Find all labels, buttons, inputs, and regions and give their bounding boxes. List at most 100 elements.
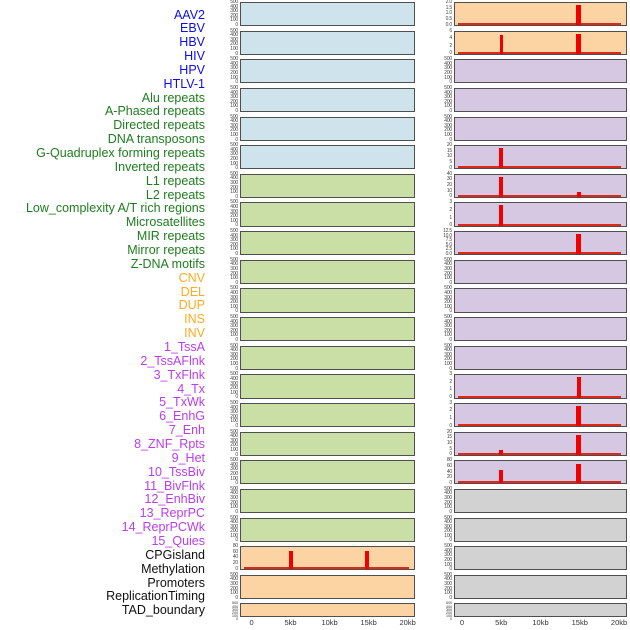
y-axis-ticks: 500 400 300 200 100 0 (435, 315, 452, 343)
track-panel (454, 259, 627, 284)
y-axis-tick-label: 0 (235, 107, 238, 114)
track-panel (454, 374, 627, 399)
y-axis-ticks: 500 400 300 200 100 0 (435, 57, 452, 85)
y-axis-tick-label: 300 (230, 523, 238, 530)
y-axis-tick-label: 200 (230, 442, 238, 449)
signal-spike (288, 550, 293, 570)
track-panel (454, 345, 627, 370)
y-axis-ticks: 500 400 300 200 100 0 (221, 172, 238, 200)
track-panel (240, 2, 415, 27)
track-label: Mirror repeats (127, 243, 205, 258)
track-panel (240, 145, 415, 170)
y-axis-tick-label: 80 (446, 457, 452, 464)
y-axis-tick-label: 200 (230, 127, 238, 134)
y-axis-tick-label: 10 (446, 153, 452, 160)
y-axis-ticks: 20 15 10 5 0 (435, 428, 452, 457)
y-axis-ticks: 500 400 300 200 100 0 (221, 571, 238, 601)
y-axis-tick-label: 100 (230, 46, 238, 52)
y-axis-tick-label: 200 (231, 610, 238, 616)
y-axis-ticks: 500 400 300 200 100 0 (435, 114, 452, 143)
track-label: 3_TxFlnk (153, 367, 205, 382)
y-axis-tick-label: 500 (230, 514, 238, 521)
y-axis-ticks: 80 60 40 20 0 (435, 458, 452, 485)
y-axis-tick-label: 5 (449, 445, 452, 452)
y-axis-tick-label: 400 (445, 603, 452, 609)
y-axis-tick-label: 300 (230, 294, 238, 301)
track-label: HIV (184, 49, 205, 64)
track-label: INV (184, 326, 205, 341)
y-axis-tick-label: 300 (230, 495, 238, 502)
y-axis-tick-label: 0 (449, 164, 452, 171)
track-panel (454, 460, 627, 485)
track-label: Low_complexity A/T rich regions (25, 201, 205, 216)
y-axis-tick-label: 400 (444, 490, 452, 497)
signal-spike (365, 550, 370, 570)
track-label: Directed repeats (113, 118, 205, 133)
y-axis-tick-label: 1.5 (445, 4, 453, 11)
y-axis-ticks: 500 400 300 200 100 0 (221, 143, 238, 171)
y-axis-tick-label: 200 (230, 70, 238, 77)
y-axis-tick-label: 200 (230, 213, 238, 220)
y-axis-tick-label: 15 (446, 147, 452, 154)
y-axis-tick-label: 200 (230, 299, 238, 306)
signal-baseline (458, 252, 621, 255)
y-axis-tick-label: 500 (230, 571, 238, 578)
y-axis-tick-label: 300 (230, 36, 238, 43)
track-panel (454, 517, 627, 542)
y-axis-tick-label: 200 (230, 98, 238, 105)
y-axis-tick-label: 500 (230, 314, 238, 321)
y-axis-tick-label: 20 (446, 428, 452, 435)
y-axis-tick-label: 0 (449, 566, 452, 573)
y-axis-tick-label: 300 (444, 552, 452, 559)
y-axis-tick-label: 500 (230, 199, 238, 206)
y-axis-ticks: 500 400 300 200 100 0 (221, 199, 238, 228)
y-axis-tick-label: 20 (446, 142, 452, 149)
y-axis-tick-label: 0 (235, 480, 238, 487)
y-axis-tick-label: 500 (230, 84, 238, 91)
y-axis-tick-label: 0 (449, 136, 452, 143)
signal-baseline (244, 567, 409, 570)
signal-spike (576, 377, 581, 398)
y-axis-tick-label: 300 (230, 466, 238, 473)
y-axis-ticks: 500 400 300 200 100 0 (221, 514, 238, 543)
y-axis-tick-label: 100 (230, 246, 238, 253)
y-axis-tick-label: 500 (444, 485, 452, 492)
y-axis-tick-label: 500 (230, 0, 238, 5)
x-axis-tick-label: 15kb (571, 618, 588, 627)
y-axis-tick-label: 400 (230, 146, 238, 153)
y-axis-tick-label: 200 (230, 327, 238, 334)
track-label: INS (184, 312, 205, 327)
y-axis-tick-label: 200 (230, 413, 238, 420)
y-axis-tick-label: 100 (230, 446, 238, 453)
track-label: MIR repeats (136, 229, 205, 244)
y-axis-tick-label: 4 (449, 35, 452, 42)
y-axis-tick-label: 500 (444, 256, 452, 263)
y-axis-tick-label: 200 (444, 270, 452, 277)
track-label: 6_EnhG (159, 409, 205, 424)
y-axis-tick-label: 40 (446, 170, 452, 177)
y-axis-tick-label: 2 (449, 407, 452, 414)
y-axis-tick-label: 3 (449, 399, 452, 406)
signal-spike (499, 34, 504, 54)
y-axis-tick-label: 1 (449, 214, 452, 221)
y-axis-tick-label: 100 (230, 532, 238, 539)
signal-spike (576, 434, 582, 455)
y-axis-tick-label: 500 (231, 600, 238, 606)
y-axis-ticks: 500 400 300 200 100 0 (221, 57, 238, 85)
track-label: Methylation (141, 561, 205, 576)
y-axis-tick-label: 500 (230, 285, 238, 292)
y-axis-ticks: 40 30 20 10 0 (435, 172, 452, 199)
y-axis-tick-label: 12.5 (443, 228, 452, 235)
y-axis-tick-label: 100 (230, 17, 238, 24)
y-axis-tick-label: 300 (444, 94, 452, 101)
track-panel (454, 2, 627, 27)
y-axis-tick-label: 200 (230, 356, 238, 363)
y-axis-tick-label: 100 (230, 275, 238, 282)
y-axis-tick-label: 0 (235, 50, 238, 57)
y-axis-tick-label: 400 (444, 118, 452, 125)
y-axis-tick-label: 6 (449, 27, 452, 34)
y-axis-tick-label: 200 (230, 41, 238, 48)
y-axis-tick-label: 200 (230, 12, 238, 19)
track-panel (240, 603, 415, 618)
